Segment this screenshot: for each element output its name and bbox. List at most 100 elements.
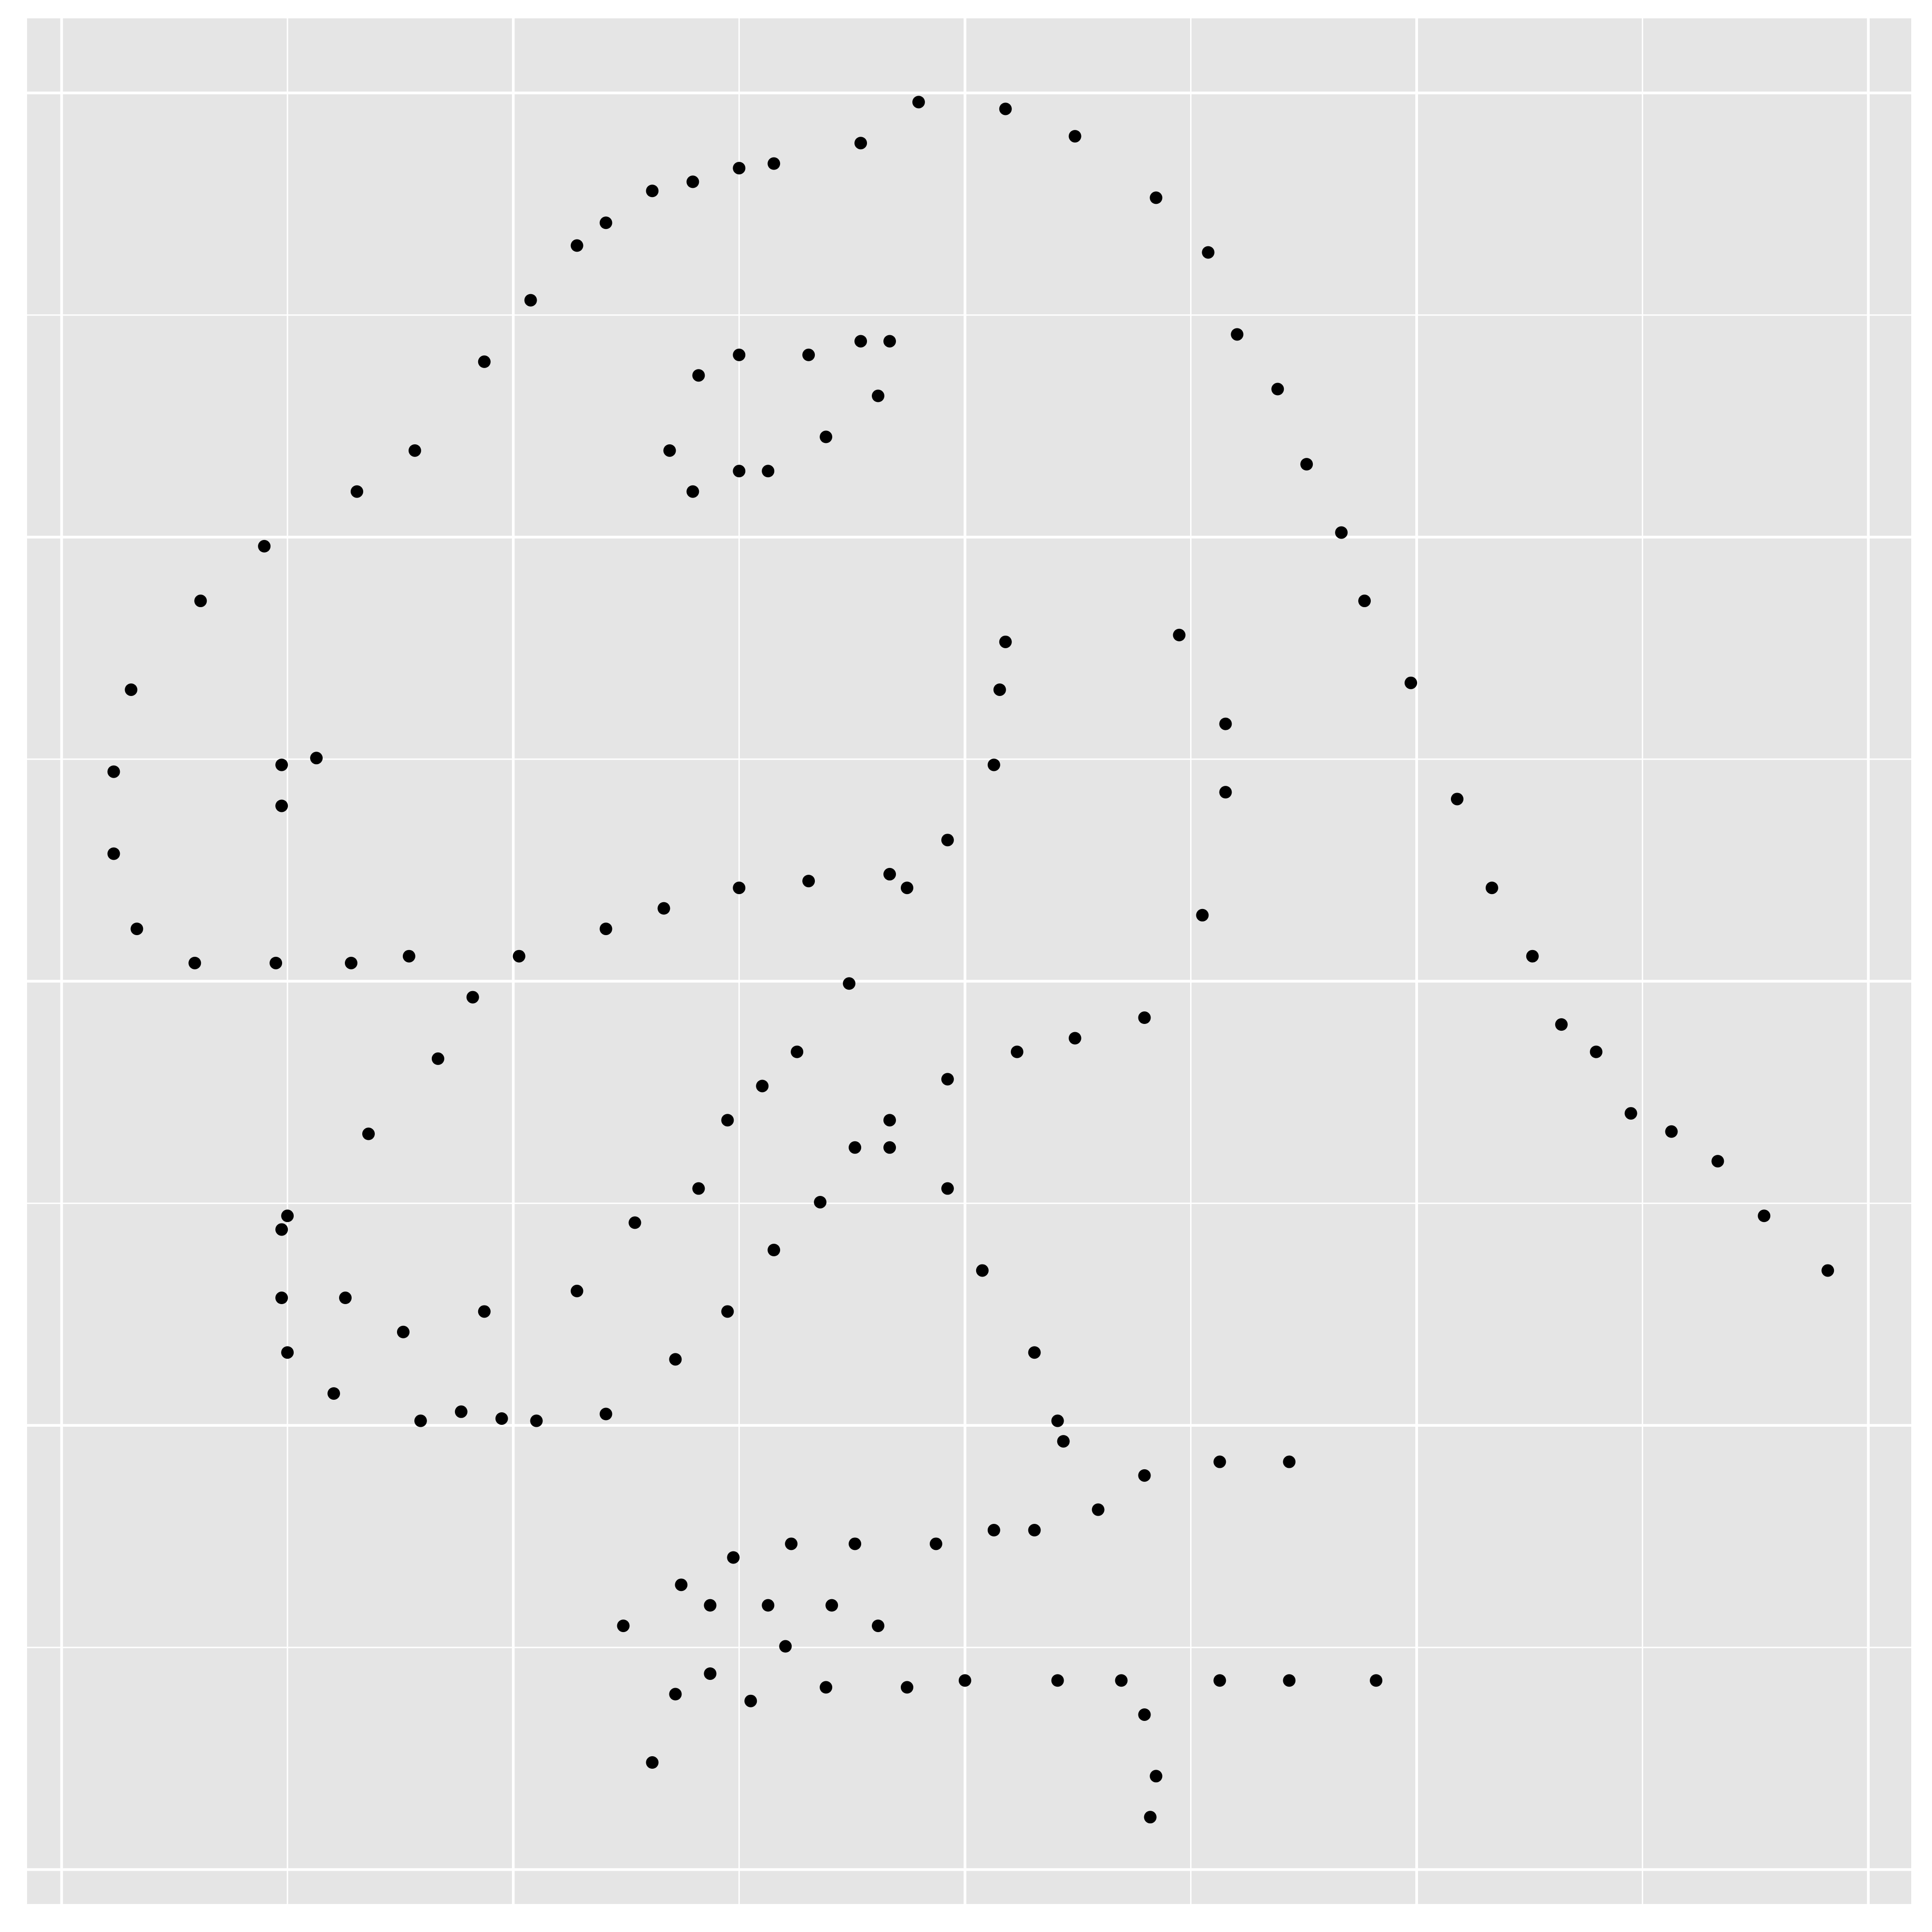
point (820, 430, 833, 443)
point (849, 1537, 862, 1550)
point (258, 540, 271, 553)
point (883, 1141, 896, 1154)
point (733, 348, 746, 361)
point (721, 1305, 734, 1318)
point (188, 956, 201, 969)
point (704, 1667, 717, 1680)
point (785, 1537, 798, 1550)
point (1057, 1435, 1070, 1448)
point (431, 1052, 444, 1065)
point (941, 834, 954, 847)
point (1173, 628, 1186, 641)
points (107, 96, 1834, 1824)
point (281, 1346, 294, 1359)
point (617, 1619, 630, 1633)
point (1196, 909, 1209, 922)
point (999, 102, 1012, 115)
point (344, 956, 357, 969)
point (779, 1640, 792, 1653)
point (1711, 1155, 1724, 1168)
point (756, 1080, 769, 1093)
point (900, 1681, 913, 1694)
point (599, 1407, 612, 1421)
point (1202, 246, 1215, 259)
point (941, 1182, 954, 1195)
point (692, 1182, 705, 1195)
point (1115, 1674, 1128, 1687)
point (733, 881, 746, 895)
point (1300, 458, 1313, 471)
point (1144, 1811, 1157, 1824)
point (929, 1537, 942, 1550)
point (767, 1244, 781, 1257)
point (704, 1599, 717, 1612)
point (802, 348, 815, 361)
point (281, 1209, 294, 1222)
point (1283, 1674, 1296, 1687)
point (1283, 1455, 1296, 1468)
point (570, 1284, 583, 1297)
point (976, 1264, 989, 1277)
point (570, 239, 583, 252)
point (1051, 1414, 1064, 1427)
point (657, 902, 670, 915)
point (854, 137, 867, 150)
point (669, 1353, 682, 1366)
point (900, 881, 913, 895)
point (1758, 1209, 1771, 1222)
point (1213, 1455, 1226, 1468)
point (275, 799, 288, 812)
point (599, 923, 612, 936)
point (125, 683, 138, 696)
point (478, 1305, 491, 1318)
point (1450, 793, 1463, 806)
point (802, 875, 815, 888)
point (414, 1414, 427, 1427)
point (512, 950, 526, 963)
point (733, 465, 746, 478)
point (663, 444, 676, 457)
point (339, 1292, 352, 1305)
point (987, 758, 1000, 771)
point (327, 1387, 341, 1400)
point (455, 1405, 468, 1418)
point (1405, 676, 1418, 689)
point (107, 765, 120, 778)
point (1590, 1045, 1603, 1058)
point (1028, 1524, 1041, 1537)
point (130, 923, 143, 936)
point (1150, 1770, 1163, 1783)
point (107, 847, 120, 860)
point (744, 1694, 757, 1707)
point (1092, 1503, 1105, 1516)
point (1010, 1045, 1023, 1058)
point (686, 175, 699, 188)
point (1555, 1018, 1568, 1031)
point (466, 991, 479, 1004)
point (1370, 1674, 1383, 1687)
point (1335, 526, 1348, 539)
point (1150, 191, 1163, 204)
point (762, 465, 775, 478)
point (872, 1619, 885, 1633)
point (883, 335, 896, 348)
point (362, 1127, 375, 1140)
point (814, 1195, 827, 1208)
point (1526, 950, 1539, 963)
point (872, 389, 885, 402)
point (275, 1223, 288, 1236)
point (524, 294, 537, 307)
point (912, 96, 925, 109)
point (646, 185, 659, 198)
point (721, 1114, 734, 1127)
point (1213, 1674, 1226, 1687)
point (1068, 1032, 1081, 1045)
point (1028, 1346, 1041, 1359)
point (762, 1599, 775, 1612)
point (1138, 1708, 1151, 1721)
point (820, 1681, 833, 1694)
point (275, 758, 288, 771)
point (599, 216, 612, 229)
point (1138, 1469, 1151, 1482)
